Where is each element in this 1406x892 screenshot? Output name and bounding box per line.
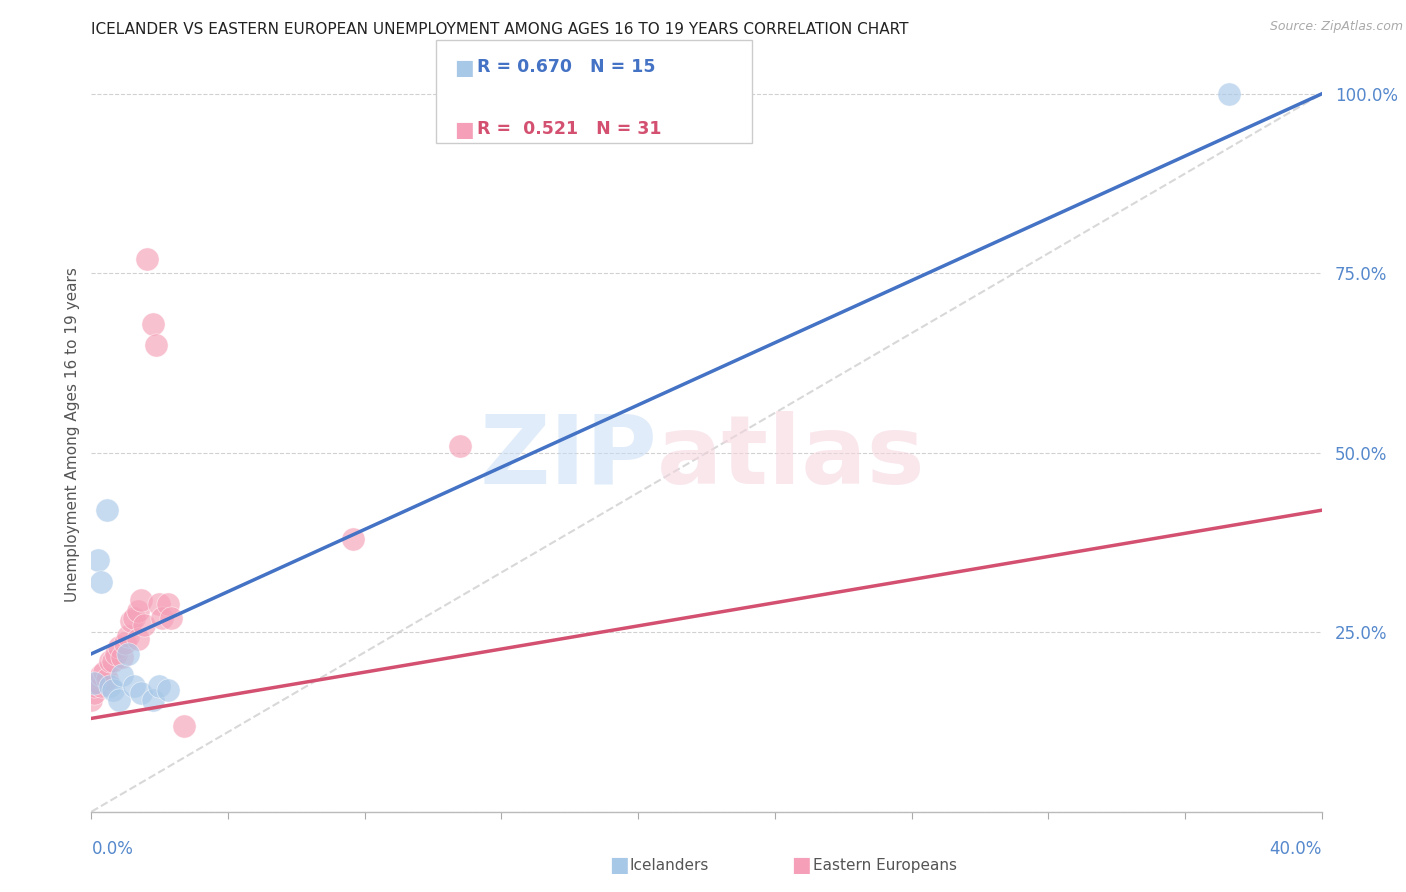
Text: 0.0%: 0.0% (91, 840, 134, 858)
Point (90, 574, 112, 589)
Text: atlas: atlas (657, 411, 927, 504)
Point (101, 682, 124, 697)
Point (117, 647, 139, 661)
Point (160, 611, 183, 625)
Text: 40.0%: 40.0% (1270, 840, 1322, 858)
Point (86, 675, 108, 690)
Point (90, 679, 112, 693)
Point (127, 632, 149, 647)
Point (93, 665, 115, 679)
Point (342, 532, 364, 546)
Point (111, 650, 134, 665)
Point (145, 338, 167, 352)
Text: ZIP: ZIP (479, 411, 657, 504)
Point (83, 679, 105, 693)
Point (83, 675, 105, 690)
Point (132, 618, 155, 632)
Point (148, 679, 170, 693)
Text: ■: ■ (454, 120, 474, 140)
Text: R =  0.521   N = 31: R = 0.521 N = 31 (477, 120, 661, 138)
Point (98, 679, 121, 693)
Point (1218, 87, 1240, 101)
Point (142, 317, 165, 331)
Point (148, 597, 170, 611)
Point (127, 604, 149, 618)
Point (90, 668, 112, 682)
Point (111, 668, 134, 682)
Point (157, 682, 180, 697)
Point (105, 647, 127, 661)
Point (108, 640, 131, 654)
Text: ICELANDER VS EASTERN EUROPEAN UNEMPLOYMENT AMONG AGES 16 TO 19 YEARS CORRELATION: ICELANDER VS EASTERN EUROPEAN UNEMPLOYME… (91, 22, 908, 37)
Point (124, 611, 146, 625)
Point (129, 593, 152, 607)
Point (150, 611, 173, 625)
Y-axis label: Unemployment Among Ages 16 to 19 years: Unemployment Among Ages 16 to 19 years (65, 268, 80, 602)
Text: Eastern Europeans: Eastern Europeans (813, 858, 956, 872)
Point (135, 252, 157, 266)
Point (96, 672, 118, 686)
Text: R = 0.670   N = 15: R = 0.670 N = 15 (477, 58, 655, 76)
Point (83, 686, 105, 700)
Point (120, 615, 142, 629)
Text: ■: ■ (609, 855, 628, 875)
Point (108, 693, 131, 707)
Point (101, 654, 124, 668)
Point (142, 693, 165, 707)
Point (96, 503, 118, 517)
Text: Icelanders: Icelanders (630, 858, 709, 872)
Point (80, 693, 103, 707)
Point (117, 629, 139, 643)
Point (114, 636, 136, 650)
Point (449, 439, 471, 453)
Text: Source: ZipAtlas.com: Source: ZipAtlas.com (1270, 20, 1403, 33)
Point (124, 679, 146, 693)
Text: ■: ■ (792, 855, 811, 875)
Point (173, 718, 195, 732)
Text: ■: ■ (454, 58, 474, 78)
Point (157, 597, 180, 611)
Point (86, 553, 108, 567)
Point (129, 686, 152, 700)
Point (98, 654, 121, 668)
